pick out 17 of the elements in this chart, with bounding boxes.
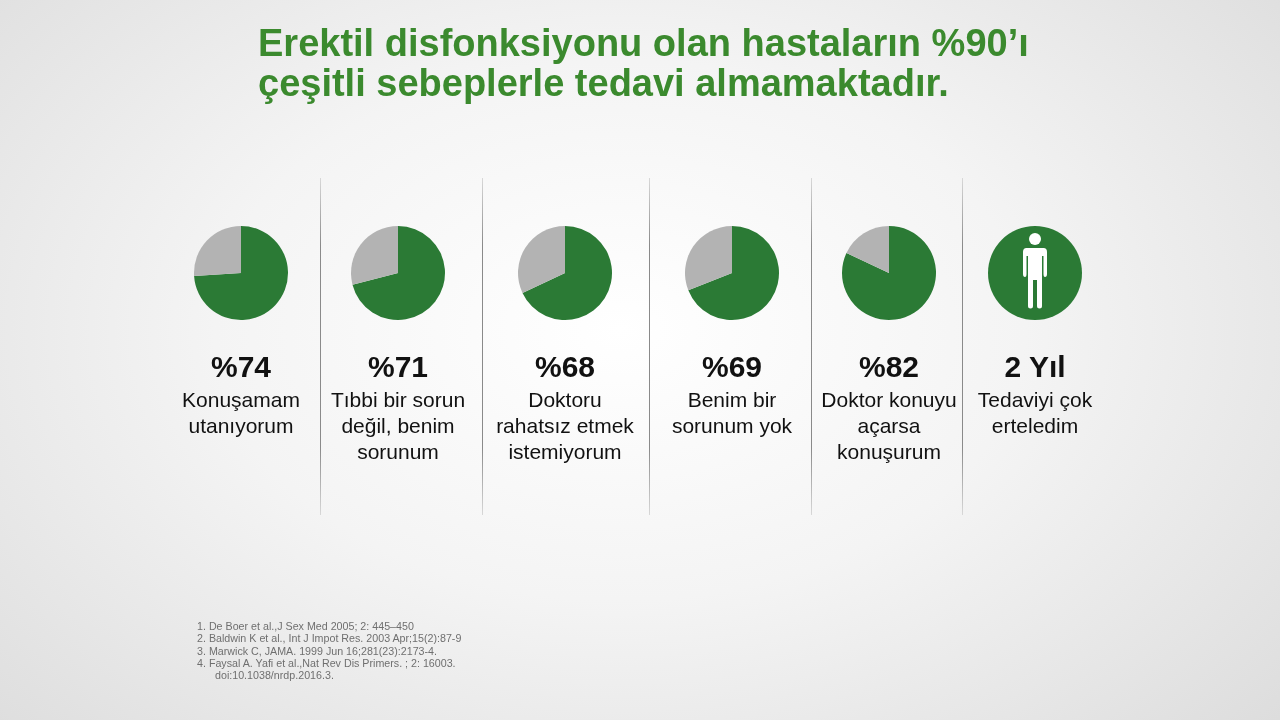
text: Erektil disfonksiyonu olan hastaların %90’ı çeşitli sebeplerle tedavi almamaktadır. (258, 22, 1029, 104)
text: 4. Faysal A. Yafi et al.,Nat Rev Dis Primers. ; 2: 16003. doi:10.1038/nrdp.2016.3. (197, 656, 457, 682)
data-label: %71 (367, 350, 429, 383)
text: Tıbbi bir sorun değil, benim sorunum (329, 387, 467, 465)
text: 2 Yıl (1004, 350, 1066, 383)
data-label: %74 (210, 350, 272, 383)
text: Doktor konuyu açarsa konuşurum (820, 387, 958, 465)
text: Tedaviyi çok erteledim (976, 387, 1094, 439)
data-label: %82 (858, 350, 920, 383)
text: Konuşamam utanıyorum (181, 387, 301, 439)
data-label: %69 (701, 350, 763, 383)
text: Doktoru rahatsız etmek istemiyorum (495, 387, 635, 465)
text: 1. De Boer et al.,J Sex Med 2005; 2: 445–450 (197, 620, 415, 633)
text: 3. Marwick C, JAMA. 1999 Jun 16;281(23):2173-4. (197, 644, 438, 657)
text: Benim bir sorunum yok (670, 387, 794, 439)
data-label: %68 (534, 350, 596, 383)
text: 2. Baldwin K et al., Int J Impot Res. 2003 Apr;15(2):87-9 (197, 632, 463, 645)
